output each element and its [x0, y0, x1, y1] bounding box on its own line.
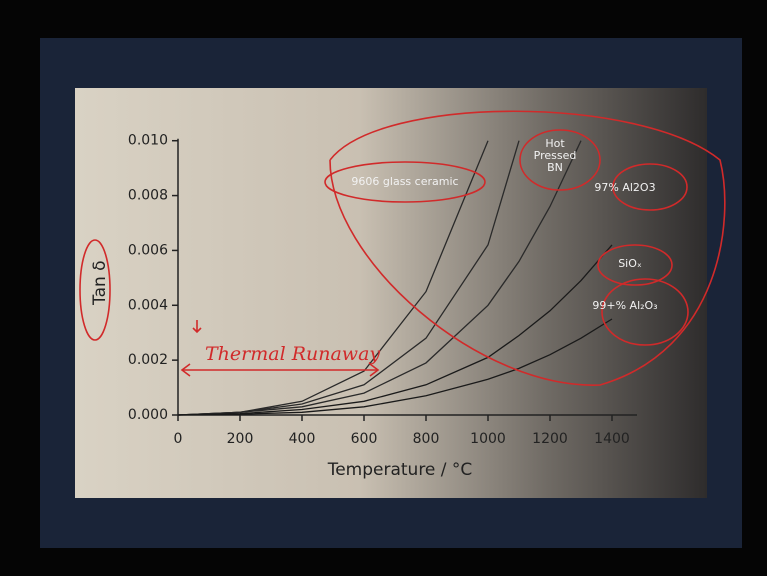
x-tick-label: 1400	[594, 431, 630, 447]
x-tick-label: 200	[227, 431, 254, 447]
x-tick-label: 1200	[532, 431, 568, 447]
x-tick-label: 800	[413, 431, 440, 447]
x-tick-label: 0	[174, 431, 183, 447]
x-tick-label: 400	[289, 431, 316, 447]
y-tick-label: 0.010	[128, 133, 168, 149]
y-tick-label: 0.008	[128, 188, 168, 204]
series-label: 9606 glass ceramic	[340, 176, 470, 188]
y-tick-label: 0.002	[128, 352, 168, 368]
y-tick-label: 0.000	[128, 407, 168, 423]
series-label: Hot Pressed BN	[530, 138, 580, 174]
series-label: 97% Al2O3	[590, 182, 660, 194]
series-label: SiOₓ	[600, 258, 660, 270]
y-axis-label: Tan δ	[90, 260, 110, 306]
y-tick-label: 0.004	[128, 297, 168, 313]
y-tick-label: 0.006	[128, 242, 168, 258]
screen: Tan δ Temperature / °C 0.000 0.002 0.004 0.…	[0, 0, 767, 576]
x-tick-label: 1000	[470, 431, 506, 447]
series-label: 99+% Al₂O₃	[585, 300, 665, 312]
slide: Tan δ Temperature / °C 0.000 0.002 0.004 0.…	[0, 0, 767, 576]
annotation: Thermal Runaway	[205, 343, 380, 365]
x-axis-label: Temperature / °C	[327, 460, 473, 480]
x-tick-label: 600	[351, 431, 378, 447]
